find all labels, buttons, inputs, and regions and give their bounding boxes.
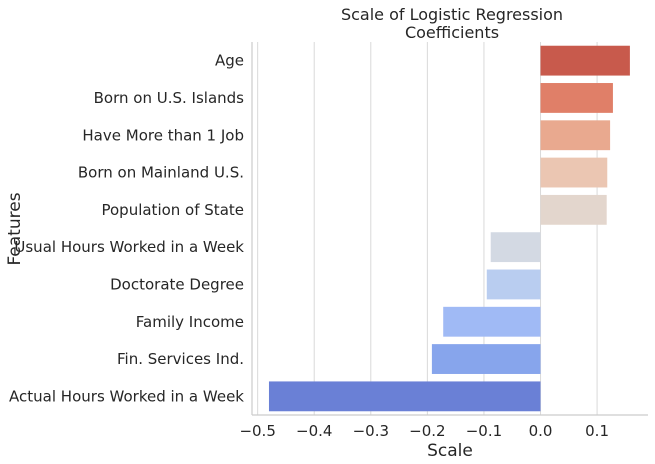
category-label: Age (215, 52, 244, 70)
chart-title: Scale of Logistic Regression Coefficients (341, 5, 563, 42)
x-tick-labels: −0.5 −0.4 −0.3 −0.2 −0.1 0.0 0.1 (239, 422, 609, 440)
category-label: Fin. Services Ind. (117, 350, 244, 368)
bar (540, 157, 608, 188)
category-label: Family Income (136, 313, 244, 331)
category-label: Population of State (101, 201, 244, 219)
x-tick-label: −0.4 (296, 422, 332, 440)
category-label: Born on U.S. Islands (94, 89, 245, 107)
bar (490, 232, 541, 263)
x-tick-label: −0.1 (466, 422, 502, 440)
category-label: Usual Hours Worked in a Week (14, 238, 244, 256)
category-label: Actual Hours Worked in a Week (9, 387, 244, 405)
bar (431, 344, 541, 374)
bar (540, 120, 611, 151)
category-label: Have More than 1 Job (82, 126, 244, 144)
category-label: Doctorate Degree (110, 275, 244, 293)
axes (251, 42, 648, 416)
title-line: Scale of Logistic Regression (341, 5, 563, 24)
bar (443, 306, 541, 337)
title-line: Coefficients (405, 23, 499, 42)
category-label: Born on Mainland U.S. (78, 164, 244, 182)
x-tick-label: −0.3 (353, 422, 389, 440)
x-tick-label: 0.0 (529, 422, 553, 440)
bars (268, 45, 630, 412)
category-labels: Age Born on U.S. Islands Have More than 1 … (9, 52, 244, 406)
x-axis-label: Scale (427, 441, 473, 461)
y-axis-label: Features (5, 192, 25, 265)
bar (540, 45, 630, 76)
bar (540, 194, 607, 225)
bar (268, 381, 541, 412)
x-tick-label: −0.2 (409, 422, 445, 440)
x-tick-label: −0.5 (239, 422, 275, 440)
x-tick-label: 0.1 (585, 422, 609, 440)
bar (540, 83, 613, 113)
bar (486, 269, 541, 300)
